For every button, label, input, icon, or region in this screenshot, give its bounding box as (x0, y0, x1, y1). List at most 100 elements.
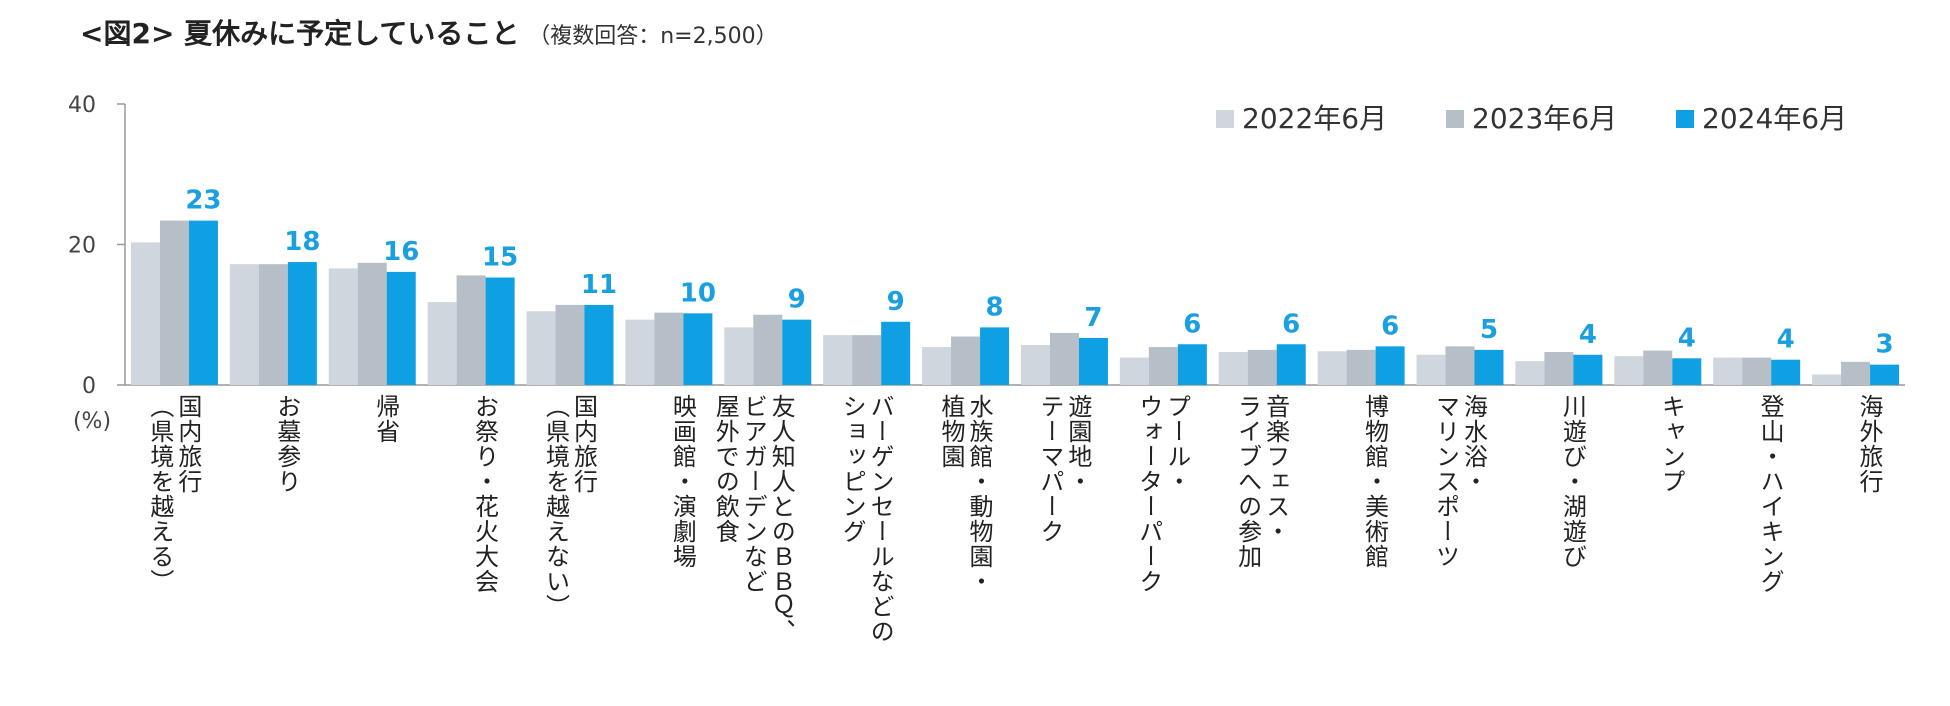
bar-2023 (1445, 346, 1475, 385)
bar-2022 (1119, 357, 1149, 385)
bar-2024 (1078, 337, 1108, 385)
data-label: 10 (680, 278, 716, 308)
bar-2022 (328, 268, 358, 385)
bar-2022 (526, 311, 556, 385)
x-category-label: お祭り・花火大会 (470, 394, 499, 594)
data-label: 23 (185, 186, 221, 216)
x-category-label: 博物館・美術館 (1360, 394, 1389, 569)
x-category-label: 川遊び・湖遊び (1558, 394, 1587, 569)
bar-2024 (584, 304, 614, 385)
data-label: 4 (1579, 320, 1597, 350)
bar-2022 (1020, 344, 1050, 385)
data-label: 7 (1084, 303, 1102, 333)
bar-2024 (1474, 349, 1504, 385)
data-label: 11 (581, 270, 617, 300)
bar-2024 (1276, 344, 1306, 385)
bar-2024 (782, 319, 812, 385)
bar-2022 (1218, 351, 1248, 385)
bar-2023 (1841, 361, 1871, 385)
bar-2023 (753, 314, 783, 385)
legend-label: 2023年6月 (1472, 102, 1617, 135)
bar-2023 (951, 336, 981, 385)
bar-2024 (881, 321, 911, 385)
bar-2024 (1870, 364, 1900, 385)
chart-title-main: <図2> 夏休みに予定していること (80, 17, 520, 50)
bar-2022 (922, 347, 952, 385)
data-label: 5 (1480, 315, 1498, 345)
bar-2024 (683, 313, 713, 385)
chart-title: <図2> 夏休みに予定していること （複数回答：n=2,500） (80, 12, 778, 52)
bar-2024 (1573, 354, 1603, 385)
bar-2023 (357, 262, 387, 385)
x-category-label: キャンプ (1657, 394, 1686, 494)
x-category-label: 遊園地・ テーマパーク (1035, 394, 1092, 544)
x-category-label: 国内旅行 （県境を越える） (145, 394, 202, 594)
bar-2022 (229, 264, 259, 385)
y-axis-label: (%) (73, 409, 111, 434)
y-tick-label: 20 (68, 234, 96, 259)
bar-2024 (485, 277, 515, 385)
x-category-label: バーゲンセールなどの ショッピング (838, 394, 895, 644)
x-category-label: お墓参り (272, 394, 301, 494)
bar-2023 (555, 304, 585, 385)
legend-label: 2022年6月 (1242, 102, 1387, 135)
data-label: 6 (1282, 309, 1300, 339)
legend-swatch (1446, 110, 1464, 128)
bar-2022 (823, 335, 853, 385)
x-category-label: 登山・ハイキング (1756, 394, 1785, 594)
bar-2022 (724, 327, 754, 385)
x-category-label: 海外旅行 (1855, 394, 1883, 494)
bar-2024 (1177, 344, 1207, 385)
data-label: 4 (1777, 325, 1795, 355)
bar-2022 (1614, 356, 1644, 385)
bar-2024 (287, 262, 317, 385)
chart-subtitle: （複数回答：n=2,500） (528, 24, 778, 49)
data-label: 9 (788, 285, 806, 315)
bar-2024 (980, 327, 1010, 385)
data-label: 9 (887, 287, 905, 317)
x-category-label: 音楽フェス・ ライブへの参加 (1233, 394, 1290, 569)
legend-swatch (1676, 110, 1694, 128)
data-label: 3 (1876, 330, 1894, 360)
x-category-label: 国内旅行 （県境を越えない） (541, 394, 598, 619)
bar-2023 (1643, 350, 1673, 385)
y-tick-label: 0 (82, 374, 96, 399)
x-category-label: 映画館・演劇場 (668, 394, 697, 569)
bar-2023 (1049, 333, 1079, 385)
x-category-label: 友人知人とのＢＢＱ、 ビアガーデンなど 屋外での飲食 (711, 394, 796, 644)
bar-2022 (1317, 351, 1347, 385)
bar-2022 (130, 242, 160, 385)
bar-2023 (1148, 347, 1178, 385)
y-tick-label: 40 (68, 93, 96, 118)
data-label: 18 (284, 227, 320, 257)
data-label: 4 (1678, 323, 1696, 353)
bar-2022 (625, 319, 655, 385)
bar-2023 (1346, 349, 1376, 385)
bar-2023 (1544, 351, 1574, 385)
bar-2023 (159, 220, 189, 385)
bar-2023 (456, 275, 486, 385)
bar-2023 (654, 312, 684, 385)
bar-2022 (1416, 354, 1446, 385)
data-label: 6 (1183, 309, 1201, 339)
data-label: 16 (383, 237, 419, 267)
x-category-label: 海水浴・ マリンスポーツ (1431, 394, 1488, 569)
bar-2024 (386, 271, 416, 385)
bar-2022 (1713, 357, 1743, 385)
legend-label: 2024年6月 (1702, 102, 1847, 135)
data-label: 6 (1381, 311, 1399, 341)
bar-2023 (1742, 357, 1772, 385)
bar-2024 (1672, 358, 1702, 385)
x-category-label: 帰省 (371, 394, 400, 444)
bar-2023 (1247, 349, 1277, 385)
bar-2022 (427, 302, 457, 385)
data-label: 15 (482, 243, 518, 273)
bar-2023 (852, 335, 882, 385)
data-label: 8 (986, 292, 1004, 322)
bar-2024 (1771, 359, 1801, 385)
x-category-label: プール・ ウォーターパーク (1134, 394, 1191, 594)
bar-2024 (1375, 346, 1405, 385)
bar-2022 (1515, 361, 1545, 385)
